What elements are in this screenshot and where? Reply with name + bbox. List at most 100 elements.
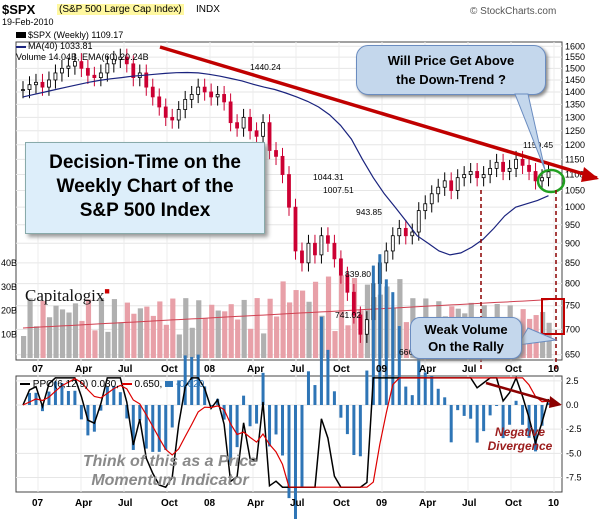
- logo: Capitalogix■: [25, 286, 110, 306]
- candle-body: [85, 67, 90, 76]
- candle-body: [449, 180, 454, 191]
- x-tick-label-bottom: 08: [204, 498, 216, 509]
- bubble-top-line-1: Will Price Get Above: [387, 53, 515, 68]
- ppo-tick-label: -7.5: [566, 473, 582, 483]
- candle-body: [261, 122, 265, 137]
- ppo-histogram-bar: [358, 405, 362, 457]
- candle-body: [73, 61, 77, 67]
- ppo-histogram-bar: [501, 405, 505, 439]
- ma40-line: [22, 71, 549, 256]
- ppo-histogram-bar: [514, 400, 518, 405]
- x-tick-label: Jul: [118, 364, 133, 375]
- title-line-2: Weekly Chart of the: [56, 176, 234, 197]
- ppo-histogram-bar: [495, 405, 499, 407]
- x-tick-label-bottom: Oct: [161, 498, 178, 509]
- volume-bar: [118, 322, 124, 358]
- volume-bar: [124, 302, 130, 358]
- ppo-histogram-bar: [118, 392, 122, 405]
- candle-body: [462, 174, 467, 179]
- ppo-histogram-bar: [300, 405, 304, 487]
- x-tick-label: Apr: [419, 364, 436, 375]
- ppo-tick-label: -2.5: [566, 424, 582, 434]
- volume-bar: [98, 298, 105, 358]
- momentum-note: Think of this as a Price Momentum Indica…: [50, 452, 290, 490]
- ppo-histogram-bar: [190, 356, 194, 405]
- x-tick-label: 08: [204, 364, 216, 375]
- volume-bar: [287, 302, 293, 358]
- volume-bar: [261, 333, 267, 358]
- x-tick-label-bottom: Jul: [290, 498, 305, 509]
- x-tick-label-bottom: Apr: [75, 498, 92, 509]
- ppo-value-2: 0.650,: [134, 379, 163, 390]
- candle-body: [144, 72, 149, 88]
- x-tick-label-bottom: Apr: [419, 498, 436, 509]
- ppo-histogram-bar: [73, 390, 77, 405]
- volume-bar: [33, 326, 40, 358]
- price-label: 1044.31: [313, 172, 344, 182]
- ppo-histogram-bar: [469, 405, 473, 419]
- candle-body: [507, 167, 512, 172]
- ppo-histogram-bar: [196, 354, 200, 405]
- candle-body: [403, 227, 408, 237]
- ppo-histogram-bar: [131, 405, 135, 450]
- bubble-volume: Weak Volume On the Rally: [410, 317, 522, 359]
- price-label: 1007.51: [323, 185, 354, 195]
- volume-tick-label: 10B: [1, 329, 17, 339]
- candle-body: [397, 227, 402, 237]
- logo-text: Capitalogix: [25, 286, 105, 305]
- candle-body: [215, 94, 220, 98]
- volume-bar: [338, 275, 345, 358]
- x-tick-label-bottom: Jul: [462, 498, 477, 509]
- volume-bar: [183, 298, 189, 358]
- ppo-histogram-bar: [183, 355, 187, 405]
- bubble-volume-line-2: On the Rally: [428, 339, 504, 354]
- price-label: 839.80: [345, 269, 371, 279]
- ppo-histogram-bar: [151, 405, 155, 452]
- candle-body: [21, 89, 25, 91]
- candle-body: [241, 116, 246, 129]
- volume-bar: [546, 322, 552, 358]
- candle-body: [313, 242, 317, 256]
- candle-body: [34, 81, 38, 86]
- x-tick-label-bottom: Oct: [333, 498, 350, 509]
- volume-tick-label: 40B: [1, 258, 17, 268]
- volume-tick-label: 20B: [1, 306, 17, 316]
- x-tick-label-bottom: 10: [548, 498, 560, 509]
- legend-price-swatch: [16, 32, 26, 38]
- ppo-histogram-bar: [488, 405, 492, 416]
- candle-body: [546, 171, 551, 179]
- volume-bar: [293, 290, 299, 358]
- volume-bar: [533, 315, 539, 358]
- candle-body: [351, 291, 356, 316]
- price-tick-label: 1500: [565, 63, 585, 73]
- x-tick-label: Oct: [505, 364, 522, 375]
- volume-bar: [254, 298, 260, 358]
- ppo-histogram-bar: [384, 279, 388, 405]
- ppo-value-3: -0.620: [175, 379, 205, 390]
- price-label: 1440.24: [250, 62, 281, 72]
- candle-body: [98, 72, 103, 79]
- x-tick-label-bottom: Jul: [118, 498, 133, 509]
- candle-body: [384, 250, 389, 264]
- price-tick-label: 750: [565, 301, 580, 311]
- volume-bar: [163, 324, 169, 358]
- ppo-legend: PPO(6,12,9) 0.030, 0.650, -0.620: [20, 379, 204, 390]
- ppo-histogram-bar: [60, 383, 64, 405]
- candle-body: [475, 171, 480, 179]
- bubble-top: Will Price Get Above the Down-Trend ?: [356, 45, 546, 95]
- volume-bar: [27, 298, 33, 358]
- candle-body: [339, 258, 343, 276]
- candle-body: [520, 158, 525, 166]
- legend-price: $SPX (Weekly) 1109.17: [16, 30, 123, 40]
- candle-body: [494, 161, 499, 169]
- ppo-histogram-bar: [410, 395, 414, 405]
- candle-body: [105, 63, 110, 74]
- candle-body: [111, 58, 116, 65]
- title-box: Decision-Time on the Weekly Chart of the…: [25, 142, 265, 234]
- divergence-line: [485, 381, 557, 405]
- logo-mark-icon: ■: [104, 286, 110, 296]
- x-tick-label-bottom: Oct: [505, 498, 522, 509]
- price-tick-label: 1400: [565, 87, 585, 97]
- ppo-signal-line: [22, 377, 549, 488]
